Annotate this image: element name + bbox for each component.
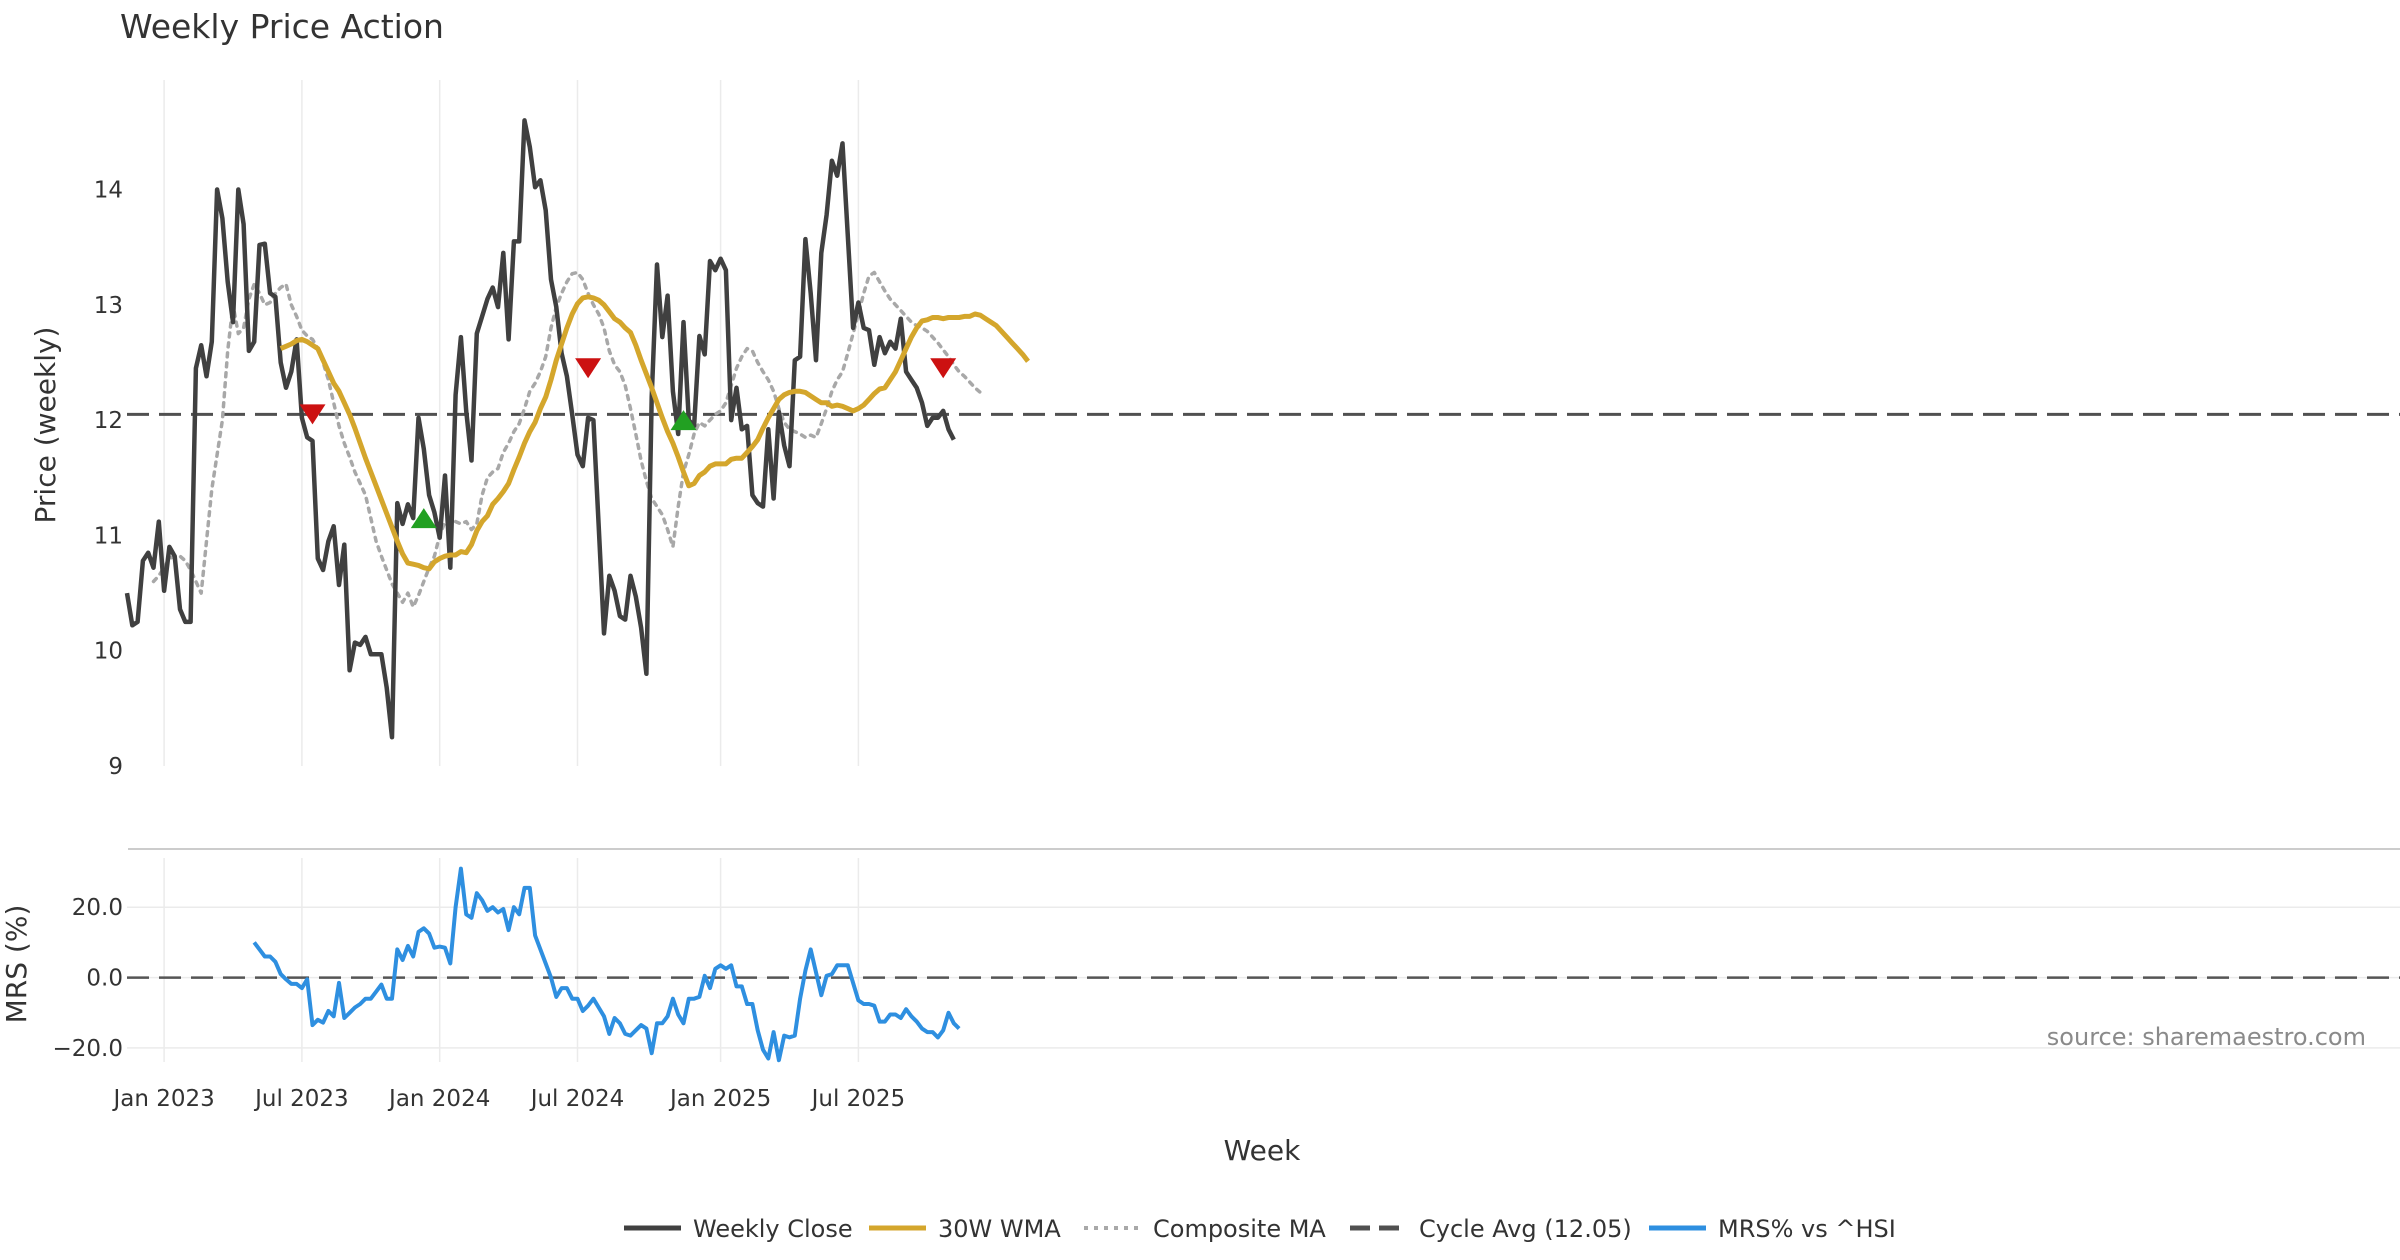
- x-tick-label: Jul 2024: [529, 1086, 625, 1112]
- x-tick-label: Jan 2024: [387, 1086, 490, 1112]
- tick-labels: 9 10 11 12 13 14 −20.0 0.0 20.0 Jan 2023 Jul 2023 J…: [53, 178, 906, 1112]
- price-y-tick-label: 13: [94, 293, 123, 319]
- mrs-y-tick-label: 0.0: [86, 966, 123, 992]
- composite-ma-legend-label: Composite MA: [1153, 1215, 1326, 1243]
- buy-marker-3: [670, 410, 697, 431]
- mrs-y-tick-label: −20.0: [53, 1036, 123, 1062]
- signal-markers: [299, 358, 957, 529]
- x-axis-title: Week: [1224, 1134, 1301, 1167]
- x-tick-label: Jul 2025: [810, 1086, 906, 1112]
- composite-ma-series: [151, 270, 983, 609]
- cycle-avg-12-05-legend-label: Cycle Avg (12.05): [1419, 1215, 1632, 1243]
- price-y-tick-label: 10: [94, 639, 123, 665]
- mrs-vs-hsi-series: [252, 866, 961, 1063]
- price-series-lines: [124, 118, 1030, 740]
- price-y-tick-label: 11: [94, 523, 123, 549]
- sell-marker-2: [575, 358, 602, 379]
- mrs-y-tick-label: 20.0: [72, 895, 123, 921]
- weekly-close-legend-label: Weekly Close: [693, 1215, 853, 1243]
- sell-marker-4: [930, 358, 957, 379]
- mrs-vs-hsi-legend-label: MRS% vs ^HSI: [1718, 1215, 1896, 1243]
- mrs-series-lines: [252, 866, 961, 1063]
- sell-marker-0: [299, 404, 326, 425]
- price-panel-gridlines: [163, 80, 860, 766]
- chart-title: Weekly Price Action: [120, 7, 444, 46]
- price-y-tick-label: 12: [94, 408, 123, 434]
- 30w-wma-legend-label: 30W WMA: [938, 1215, 1061, 1243]
- x-tick-label: Jul 2023: [253, 1086, 349, 1112]
- buy-marker-1: [410, 508, 437, 529]
- x-tick-label: Jan 2025: [668, 1086, 771, 1112]
- price-y-tick-label: 14: [94, 178, 123, 204]
- x-tick-label: Jan 2023: [111, 1086, 214, 1112]
- price-y-axis-title: Price (weekly): [29, 327, 62, 524]
- 30w-wma-series: [279, 294, 1030, 572]
- price-y-tick-label: 9: [108, 754, 123, 780]
- mrs-y-axis-title: MRS (%): [0, 905, 33, 1024]
- weekly-close-series: [124, 118, 956, 740]
- source-note: source: sharemaestro.com: [2047, 1023, 2366, 1051]
- legend: Weekly Close 30W WMA Composite MA Cycle Avg…: [624, 1215, 1896, 1243]
